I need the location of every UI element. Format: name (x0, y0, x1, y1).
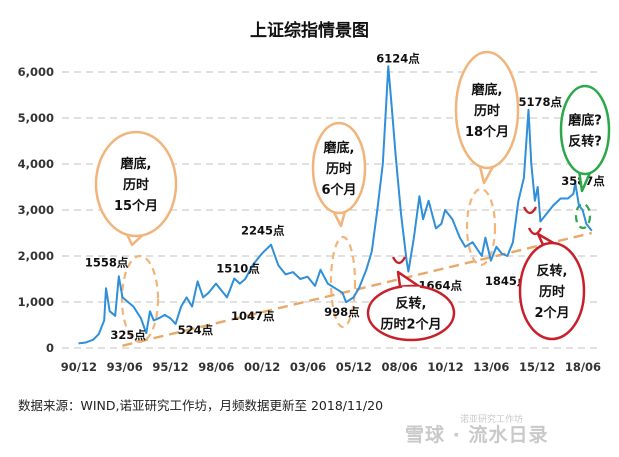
callout-text: 反转, (537, 263, 568, 279)
callout-text: 反转, (396, 296, 427, 312)
x-tick-label: 15/12 (519, 360, 555, 374)
data-label: 1047点 (231, 309, 275, 323)
callout-text: 2个月 (534, 305, 569, 321)
dashed-bottom-mark (120, 254, 160, 344)
y-tick-label: 6,000 (18, 65, 54, 79)
callout-bubble (559, 84, 611, 176)
callout-text: 历时2个月 (380, 317, 441, 333)
reversal-mark (522, 206, 538, 215)
x-tick-label: 98/06 (198, 360, 234, 374)
data-label: 1558点 (85, 255, 129, 269)
callout-text: 6个月 (321, 182, 356, 198)
x-tick-label: 03/06 (290, 360, 326, 374)
callout-bubble (311, 121, 367, 215)
callout-bubble (518, 241, 586, 341)
watermark-sub: 诺亚研究工作坊 (460, 415, 524, 425)
watermark: 雪球 · 流水日录 (405, 424, 549, 446)
data-label: 2245点 (241, 224, 285, 238)
data-label: 325点 (110, 328, 146, 342)
dashed-bottom-mark (574, 202, 592, 230)
series-line (78, 65, 593, 345)
callout-text: 磨底, (324, 140, 355, 156)
dashed-bottom-mark (329, 235, 357, 329)
reversal-mark (391, 256, 407, 265)
callout-text: 18个月 (465, 124, 509, 140)
callout-text: 反转? (568, 134, 602, 150)
callout-tail (396, 270, 423, 290)
dashed-bottom-mark (465, 187, 497, 267)
callout-tail (577, 169, 593, 193)
callout-text: 历时 (123, 177, 149, 193)
x-tick-label: 00/12 (244, 360, 280, 374)
y-tick-label: 2,000 (18, 249, 54, 263)
x-tick-label: 13/06 (473, 360, 509, 374)
data-label: 998点 (324, 305, 360, 319)
x-tick-label: 05/12 (336, 360, 372, 374)
data-label: 524点 (178, 323, 214, 337)
data-label: 5178点 (519, 95, 563, 109)
trend-line (122, 231, 593, 347)
callout-text: 15个月 (114, 198, 158, 214)
y-tick-label: 5,000 (18, 111, 54, 125)
y-tick-label: 0 (46, 341, 54, 355)
data-label: 1510点 (216, 262, 260, 276)
callout-text: 历时 (539, 284, 565, 300)
callout-bubble (366, 284, 456, 342)
callout-text: 磨底, (121, 156, 152, 172)
reversal-mark (527, 227, 543, 236)
callout-text: 历时 (326, 161, 352, 177)
y-tick-label: 4,000 (18, 157, 54, 171)
data-label: 1845点 (485, 274, 529, 288)
x-tick-label: 93/06 (107, 360, 143, 374)
x-tick-label: 10/12 (427, 360, 463, 374)
y-tick-label: 1,000 (18, 295, 54, 309)
x-tick-label: 08/06 (382, 360, 418, 374)
x-tick-label: 90/12 (61, 360, 97, 374)
chart-title: 上证综指情景图 (250, 21, 369, 41)
callout-text: 历时 (474, 103, 500, 119)
callout-text: 磨底? (568, 113, 602, 129)
source-note: 数据来源：WIND,诺亚研究工作坊，月频数据更新至 2018/11/20 (18, 398, 384, 413)
y-tick-label: 3,000 (18, 203, 54, 217)
data-label: 6124点 (376, 51, 420, 65)
callout-bubble (454, 50, 520, 170)
callout-bubble (94, 130, 178, 238)
x-tick-label: 95/12 (152, 360, 188, 374)
x-tick-label: 18/06 (565, 360, 601, 374)
callout-text: 磨底, (472, 82, 503, 98)
